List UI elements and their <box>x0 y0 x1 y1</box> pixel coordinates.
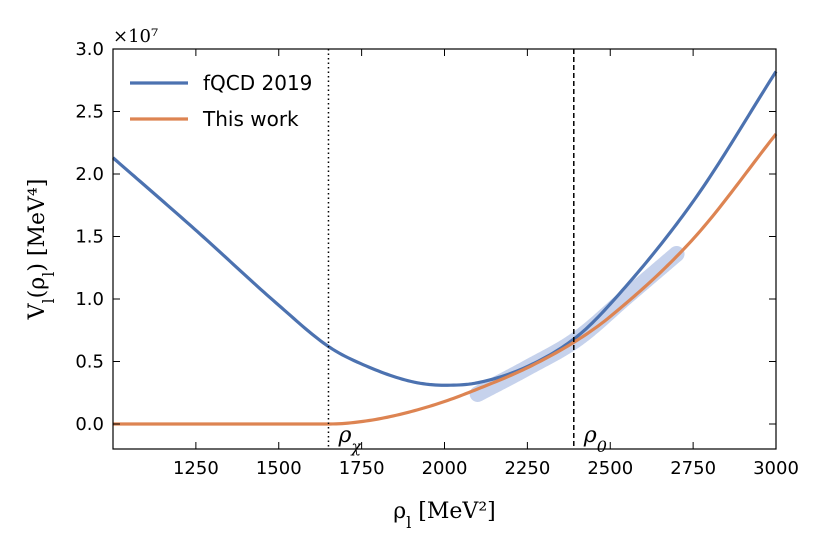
x-tick-label: 1750 <box>339 458 385 479</box>
x-tick-label: 1250 <box>173 458 219 479</box>
series-line-this-work <box>113 133 778 426</box>
y-tick-label: 0.5 <box>75 352 104 373</box>
y-tick-label: 0.0 <box>75 414 104 435</box>
y-scale-label: ×10⁷ <box>113 26 158 47</box>
vertical-lines-layer <box>327 49 575 449</box>
legend: fQCD 2019 This work <box>130 71 312 131</box>
y-axis-label: Vl(ρl) [MeV⁴] <box>25 179 58 321</box>
rho-chi-label: ρχ <box>337 423 362 456</box>
series-lines-layer <box>111 70 778 426</box>
y-tick-label: 3.0 <box>75 39 104 60</box>
series-line-fqcd-2019 <box>111 70 778 387</box>
x-tick-label: 3000 <box>753 458 799 479</box>
y-tick-label: 1.0 <box>75 289 104 310</box>
x-tick-label: 2750 <box>670 458 716 479</box>
y-tick-label: 2.0 <box>75 164 104 185</box>
legend-label-fqcd-2019: fQCD 2019 <box>203 71 312 95</box>
rho-0-label: ρ0 <box>583 423 607 456</box>
y-tick-label: 2.5 <box>75 102 104 123</box>
x-tick-label: 1500 <box>256 458 302 479</box>
x-tick-label: 2250 <box>504 458 550 479</box>
legend-label-this-work: This work <box>202 107 299 131</box>
x-tick-label: 2500 <box>587 458 633 479</box>
x-tick-label: 2000 <box>422 458 468 479</box>
axes-layer <box>112 48 777 450</box>
text-layer: 1250 1500 1750 2000 2250 2500 2750 3000 0.0 0.5 1.… <box>25 26 799 532</box>
y-tick-label: 1.5 <box>75 227 104 248</box>
x-axis-label: ρl [MeV²] <box>393 499 495 532</box>
